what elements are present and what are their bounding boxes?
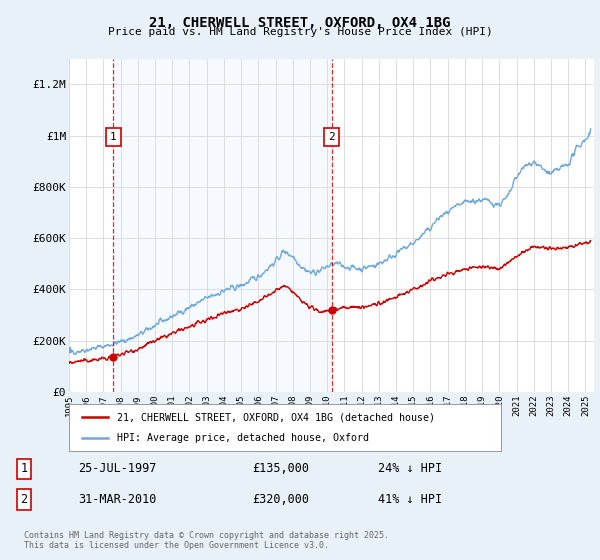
Text: £320,000: £320,000 (252, 493, 309, 506)
Text: 21, CHERWELL STREET, OXFORD, OX4 1BG: 21, CHERWELL STREET, OXFORD, OX4 1BG (149, 16, 451, 30)
Text: 31-MAR-2010: 31-MAR-2010 (78, 493, 157, 506)
Text: 2: 2 (328, 132, 335, 142)
Text: HPI: Average price, detached house, Oxford: HPI: Average price, detached house, Oxfo… (116, 433, 368, 443)
Text: £135,000: £135,000 (252, 462, 309, 475)
Bar (113, 59, 331, 392)
Text: Price paid vs. HM Land Registry's House Price Index (HPI): Price paid vs. HM Land Registry's House … (107, 27, 493, 37)
Text: 2: 2 (20, 493, 28, 506)
Text: Contains HM Land Registry data © Crown copyright and database right 2025.
This d: Contains HM Land Registry data © Crown c… (24, 531, 389, 550)
Text: 21, CHERWELL STREET, OXFORD, OX4 1BG (detached house): 21, CHERWELL STREET, OXFORD, OX4 1BG (de… (116, 412, 434, 422)
Text: 25-JUL-1997: 25-JUL-1997 (78, 462, 157, 475)
Text: 41% ↓ HPI: 41% ↓ HPI (378, 493, 442, 506)
Text: 1: 1 (20, 462, 28, 475)
Text: 1: 1 (110, 132, 116, 142)
Text: 24% ↓ HPI: 24% ↓ HPI (378, 462, 442, 475)
